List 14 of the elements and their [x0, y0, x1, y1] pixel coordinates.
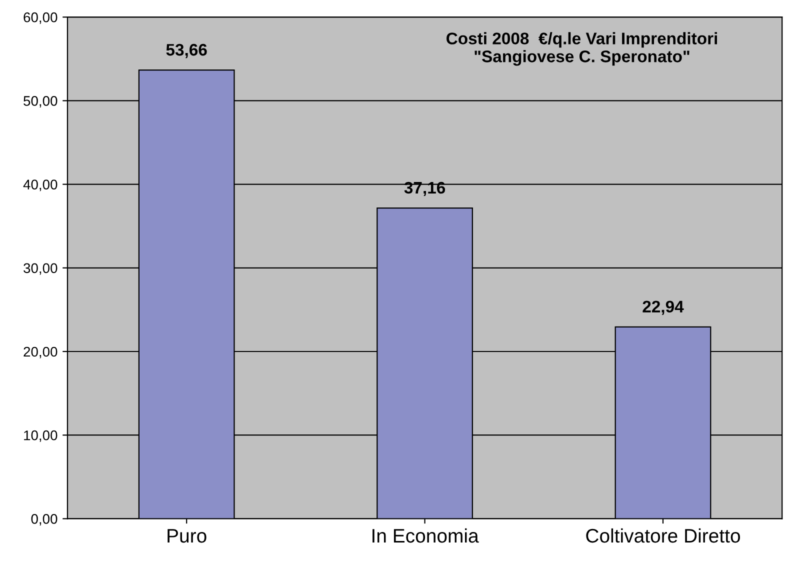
x-tick-label: In Economia — [372, 528, 479, 543]
x-tick-label: Puro — [168, 529, 206, 543]
y-tick-label: 10,00 — [24, 430, 58, 442]
x-tick-label: Coltivatore Diretto — [586, 528, 740, 543]
y-tick-label: 0,00 — [31, 514, 58, 526]
text: Costi 2008 €/q.le Vari Imprenditori "Sangiovese C. Speronato" — [446, 32, 717, 66]
y-tick-label: 40,00 — [23, 180, 58, 192]
y-tick-label: 30,00 — [24, 263, 58, 275]
y-tick-label: 50,00 — [24, 96, 58, 108]
y-tick-label: 60,00 — [24, 12, 58, 24]
y-tick-label: 20,00 — [24, 346, 58, 358]
data-label: 53,66 — [166, 44, 207, 58]
data-label: 22,94 — [642, 300, 684, 315]
data-label: 37,16 — [404, 182, 446, 196]
